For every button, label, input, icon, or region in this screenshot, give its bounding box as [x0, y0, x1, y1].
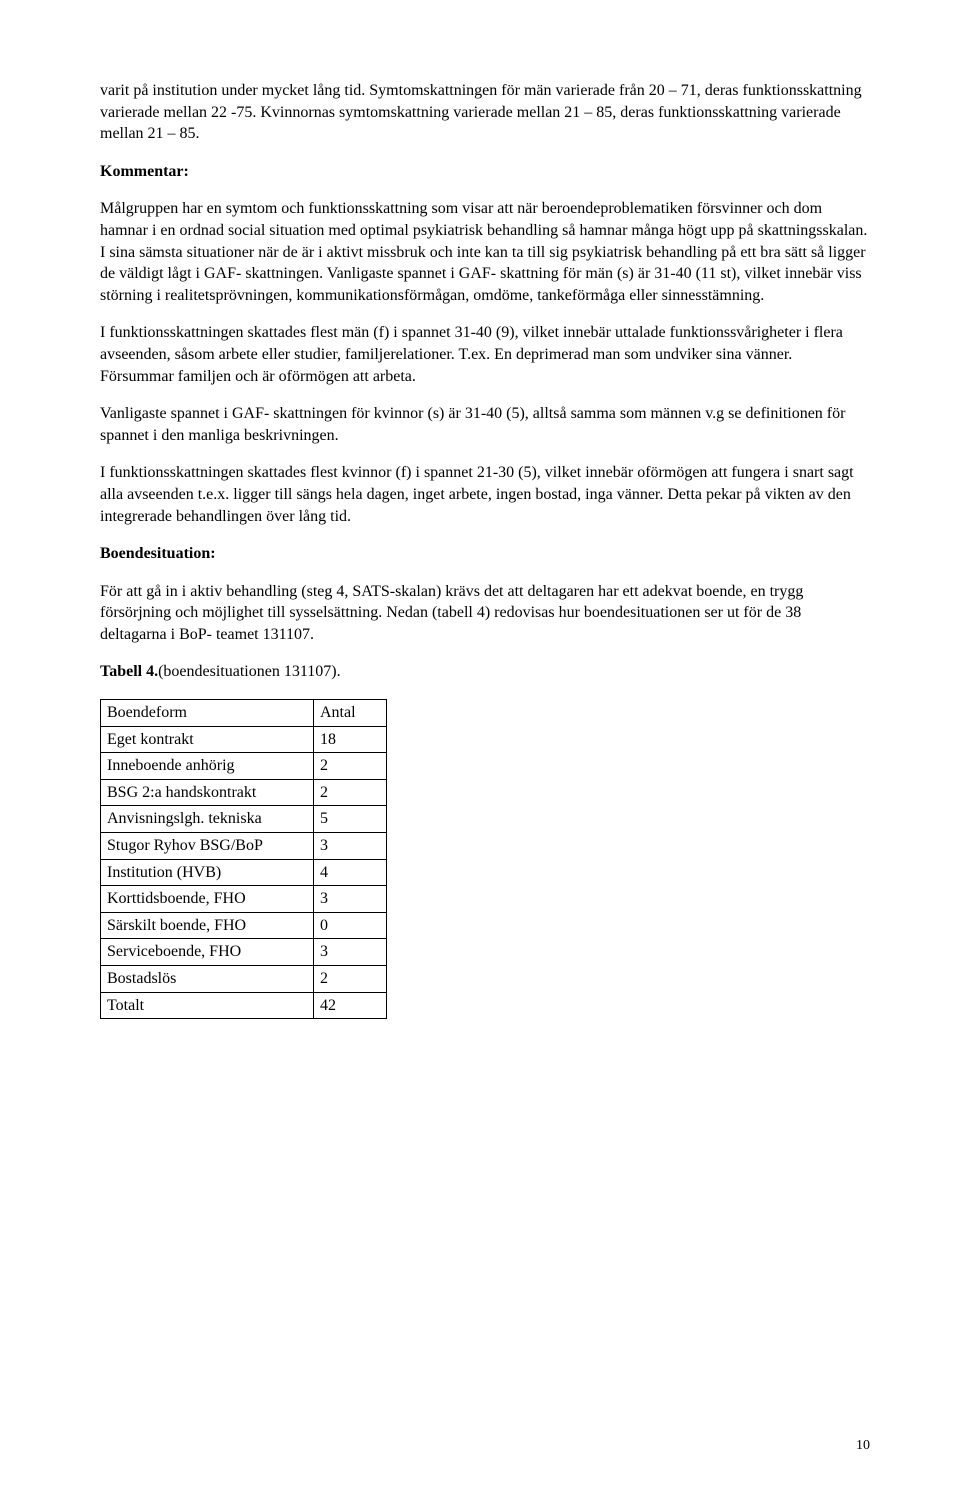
- table-row: Anvisningslgh. tekniska 5: [101, 806, 387, 833]
- table-row: Korttidsboende, FHO 3: [101, 886, 387, 913]
- table-cell: Bostadslös: [101, 966, 314, 993]
- table-header-row: Boendeform Antal: [101, 700, 387, 727]
- table-cell: 0: [314, 912, 387, 939]
- table-row: Särskilt boende, FHO 0: [101, 912, 387, 939]
- paragraph-5: I funktionsskattningen skattades flest k…: [100, 462, 870, 527]
- table-cell: 2: [314, 753, 387, 780]
- paragraph-intro: varit på institution under mycket lång t…: [100, 80, 870, 145]
- table-cell: 4: [314, 859, 387, 886]
- table-cell: BSG 2:a handskontrakt: [101, 779, 314, 806]
- page-number: 10: [856, 1437, 870, 1456]
- table-header-col1: Boendeform: [101, 700, 314, 727]
- paragraph-3: I funktionsskattningen skattades flest m…: [100, 322, 870, 387]
- table-cell: Eget kontrakt: [101, 726, 314, 753]
- table-cell: Särskilt boende, FHO: [101, 912, 314, 939]
- table-row: BSG 2:a handskontrakt 2: [101, 779, 387, 806]
- table-cell: Korttidsboende, FHO: [101, 886, 314, 913]
- table-caption-bold: Tabell 4.: [100, 663, 158, 680]
- table-cell: Anvisningslgh. tekniska: [101, 806, 314, 833]
- table-cell: 5: [314, 806, 387, 833]
- paragraph-6: För att gå in i aktiv behandling (steg 4…: [100, 581, 870, 646]
- table-row: Stugor Ryhov BSG/BoP 3: [101, 833, 387, 860]
- table-row: Bostadslös 2: [101, 966, 387, 993]
- boende-table: Boendeform Antal Eget kontrakt 18 Innebo…: [100, 699, 387, 1019]
- table-cell: 42: [314, 992, 387, 1019]
- table-cell: Totalt: [101, 992, 314, 1019]
- table-cell: 2: [314, 779, 387, 806]
- table-row: Institution (HVB) 4: [101, 859, 387, 886]
- table-row: Serviceboende, FHO 3: [101, 939, 387, 966]
- table-cell: 3: [314, 939, 387, 966]
- kommentar-heading: Kommentar:: [100, 161, 870, 183]
- table-cell: Serviceboende, FHO: [101, 939, 314, 966]
- table-caption: Tabell 4.(boendesituationen 131107).: [100, 661, 870, 683]
- table-cell: Inneboende anhörig: [101, 753, 314, 780]
- boende-heading: Boendesituation:: [100, 543, 870, 565]
- paragraph-2: Målgruppen har en symtom och funktionssk…: [100, 198, 870, 306]
- table-cell: Stugor Ryhov BSG/BoP: [101, 833, 314, 860]
- paragraph-4: Vanligaste spannet i GAF- skattningen fö…: [100, 403, 870, 446]
- table-cell: 18: [314, 726, 387, 753]
- table-row: Inneboende anhörig 2: [101, 753, 387, 780]
- table-cell: 3: [314, 833, 387, 860]
- table-header-col2: Antal: [314, 700, 387, 727]
- table-row: Eget kontrakt 18: [101, 726, 387, 753]
- table-cell: 3: [314, 886, 387, 913]
- table-caption-rest: (boendesituationen 131107).: [158, 663, 340, 680]
- table-row: Totalt 42: [101, 992, 387, 1019]
- table-cell: Institution (HVB): [101, 859, 314, 886]
- table-cell: 2: [314, 966, 387, 993]
